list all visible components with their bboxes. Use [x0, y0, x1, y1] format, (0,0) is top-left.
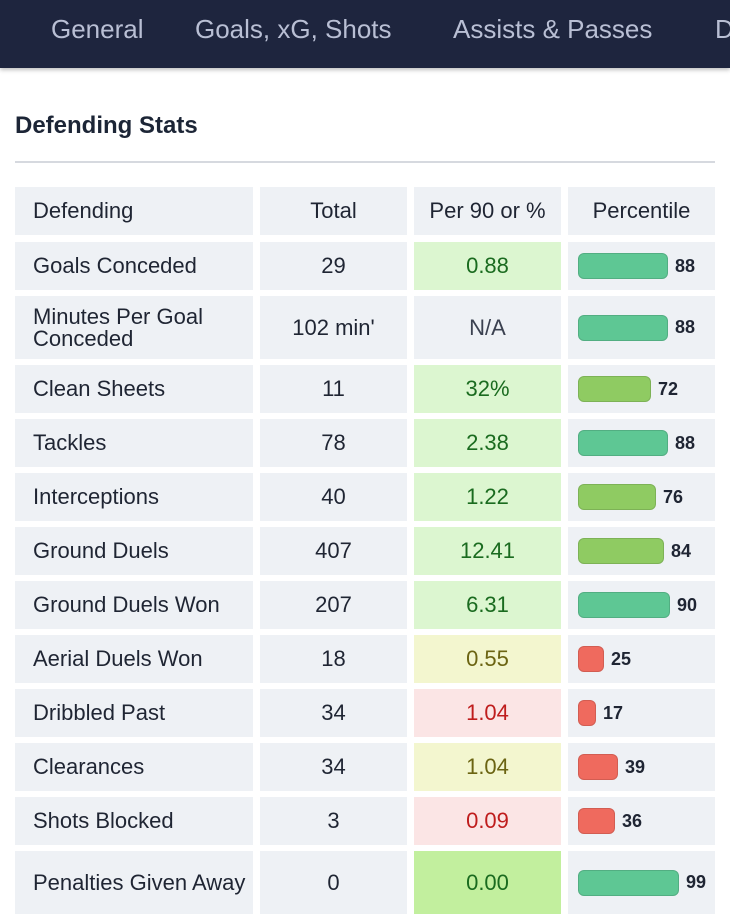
section-title: Defending Stats: [15, 112, 198, 139]
stat-label: Ground Duels Won: [15, 581, 253, 629]
stat-total: 18: [260, 635, 407, 683]
stat-per90: 0.88: [414, 242, 561, 290]
table-row: Dribbled Past 34 1.04 17: [15, 689, 715, 737]
table-row: Aerial Duels Won 18 0.55 25: [15, 635, 715, 683]
stat-per90: 6.31: [414, 581, 561, 629]
stat-per90: 0.09: [414, 797, 561, 845]
stat-label: Clean Sheets: [15, 365, 253, 413]
tab-assists-passes[interactable]: Assists & Passes: [453, 14, 653, 44]
table-row: Penalties Given Away 0 0.00 99: [15, 851, 715, 914]
stat-total: 207: [260, 581, 407, 629]
percentile-value: 99: [686, 872, 707, 892]
top-nav: General Goals, xG, Shots Assists & Passe…: [0, 0, 730, 68]
stat-percentile-cell: 99: [568, 851, 715, 914]
percentile-value: 88: [675, 255, 696, 276]
stat-total: 29: [260, 242, 407, 290]
stat-per90: 1.22: [414, 473, 561, 521]
stat-percentile-cell: 39: [568, 743, 715, 791]
percentile-bar: [578, 484, 656, 510]
stat-total: 407: [260, 527, 407, 575]
stat-label: Minutes Per Goal Conceded: [15, 296, 253, 359]
stat-total: 0: [260, 851, 407, 914]
stat-per90: 0.55: [414, 635, 561, 683]
header-defending: Defending: [15, 187, 253, 235]
percentile-bar: [578, 253, 668, 279]
stat-percentile-cell: 72: [568, 365, 715, 413]
stat-total: 34: [260, 689, 407, 737]
stat-percentile-cell: 84: [568, 527, 715, 575]
tab-goals-xg-shots[interactable]: Goals, xG, Shots: [195, 14, 392, 44]
percentile-bar: [578, 314, 668, 341]
table-row: Tackles 78 2.38 88: [15, 419, 715, 467]
stat-label: Aerial Duels Won: [15, 635, 253, 683]
stat-label: Tackles: [15, 419, 253, 467]
defending-stats-table: Defending Total Per 90 or % Percentile G…: [15, 187, 715, 914]
percentile-bar: [578, 646, 604, 672]
percentile-value: 76: [663, 486, 684, 507]
percentile-bar: [578, 376, 651, 402]
stat-label: Goals Conceded: [15, 242, 253, 290]
percentile-value: 17: [603, 702, 624, 723]
stat-label: Interceptions: [15, 473, 253, 521]
table-header-row: Defending Total Per 90 or % Percentile: [15, 187, 715, 235]
percentile-bar: [578, 754, 618, 780]
stat-total: 11: [260, 365, 407, 413]
stat-total: 3: [260, 797, 407, 845]
table-row: Clearances 34 1.04 39: [15, 743, 715, 791]
stat-label: Shots Blocked: [15, 797, 253, 845]
stat-label: Dribbled Past: [15, 689, 253, 737]
stat-percentile-cell: 88: [568, 419, 715, 467]
header-per90: Per 90 or %: [414, 187, 561, 235]
percentile-bar: [578, 538, 664, 564]
stat-total: 34: [260, 743, 407, 791]
stat-per90: 1.04: [414, 689, 561, 737]
stat-label: Clearances: [15, 743, 253, 791]
percentile-bar: [578, 869, 679, 896]
stat-per90: N/A: [414, 296, 561, 359]
table-row: Goals Conceded 29 0.88 88: [15, 242, 715, 290]
stat-per90: 2.38: [414, 419, 561, 467]
tab-defending[interactable]: D: [715, 14, 730, 44]
percentile-bar: [578, 808, 615, 834]
header-total: Total: [260, 187, 407, 235]
table-row: Interceptions 40 1.22 76: [15, 473, 715, 521]
table-row: Clean Sheets 11 32% 72: [15, 365, 715, 413]
table-row: Minutes Per Goal Conceded 102 min' N/A 88: [15, 296, 715, 359]
percentile-value: 84: [671, 540, 692, 561]
percentile-bar: [578, 592, 670, 618]
stat-per90: 1.04: [414, 743, 561, 791]
percentile-value: 36: [622, 810, 643, 831]
percentile-value: 88: [675, 432, 696, 453]
percentile-value: 90: [677, 594, 698, 615]
percentile-value: 88: [675, 317, 696, 337]
table-row: Ground Duels 407 12.41 84: [15, 527, 715, 575]
stat-total: 78: [260, 419, 407, 467]
stat-total: 102 min': [260, 296, 407, 359]
stat-total: 40: [260, 473, 407, 521]
table-row: Shots Blocked 3 0.09 36: [15, 797, 715, 845]
stat-percentile-cell: 36: [568, 797, 715, 845]
stat-label: Ground Duels: [15, 527, 253, 575]
stat-percentile-cell: 90: [568, 581, 715, 629]
table-row: Ground Duels Won 207 6.31 90: [15, 581, 715, 629]
percentile-bar: [578, 700, 596, 726]
percentile-value: 39: [625, 756, 646, 777]
stat-percentile-cell: 25: [568, 635, 715, 683]
stat-percentile-cell: 88: [568, 296, 715, 359]
stat-percentile-cell: 76: [568, 473, 715, 521]
stat-per90: 32%: [414, 365, 561, 413]
stat-label: Penalties Given Away: [15, 851, 253, 914]
stat-percentile-cell: 17: [568, 689, 715, 737]
stat-per90: 0.00: [414, 851, 561, 914]
header-percentile: Percentile: [568, 187, 715, 235]
stat-per90: 12.41: [414, 527, 561, 575]
percentile-value: 72: [658, 378, 679, 399]
percentile-bar: [578, 430, 668, 456]
section-divider: [15, 161, 715, 163]
stat-percentile-cell: 88: [568, 242, 715, 290]
percentile-value: 25: [611, 648, 632, 669]
tab-general[interactable]: General: [51, 14, 144, 44]
